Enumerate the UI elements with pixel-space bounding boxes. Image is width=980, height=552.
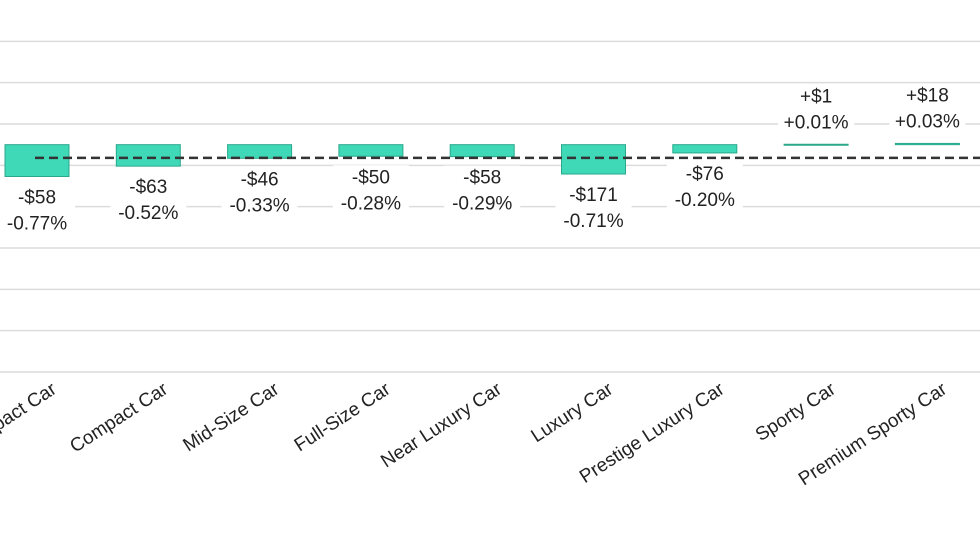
value-label: -0.20% [675,190,735,211]
bar [894,142,960,146]
bar [672,144,738,154]
label-background [889,83,966,136]
label-background [332,165,409,218]
dollar-label: +$18 [906,85,949,106]
value-label: +0.03% [895,111,960,132]
x-tick-label: Luxury Car [528,378,618,447]
x-tick-label: Near Luxury Car [377,378,506,472]
dollar-label: -$50 [352,167,390,188]
bar [338,144,404,157]
value-label: -0.29% [452,194,512,215]
bar [4,144,70,177]
dollar-label: -$58 [463,168,501,189]
x-tick-label: Sporty Car [752,378,840,445]
x-tick-label: Compact Car [66,378,172,457]
value-label: +0.01% [784,112,849,133]
bar [115,144,181,167]
dollar-label: -$58 [18,188,56,209]
value-label: -0.28% [341,193,401,214]
value-label: -0.77% [7,214,67,235]
label-background [221,167,298,220]
x-tick-label: Mid-Size Car [180,378,284,456]
label-background [555,183,632,236]
dollar-label: -$46 [241,169,279,190]
bar [783,143,849,146]
dollar-label: +$1 [800,86,832,107]
dollar-label: -$171 [569,185,618,206]
label-background [444,165,521,218]
label-background [0,185,75,238]
bar [561,144,626,175]
label-background [666,161,743,214]
bar [449,144,515,158]
label-background [778,84,855,137]
dollar-label: -$63 [129,177,167,198]
x-tick-label: Subcompact Car [0,378,61,473]
x-tick-label: Full-Size Car [291,378,395,456]
value-label: -0.71% [563,211,623,232]
value-label: -0.33% [229,195,289,216]
dollar-label: -$76 [686,164,724,185]
label-background [110,175,187,228]
bar [227,144,293,159]
value-label: -0.52% [118,203,178,224]
